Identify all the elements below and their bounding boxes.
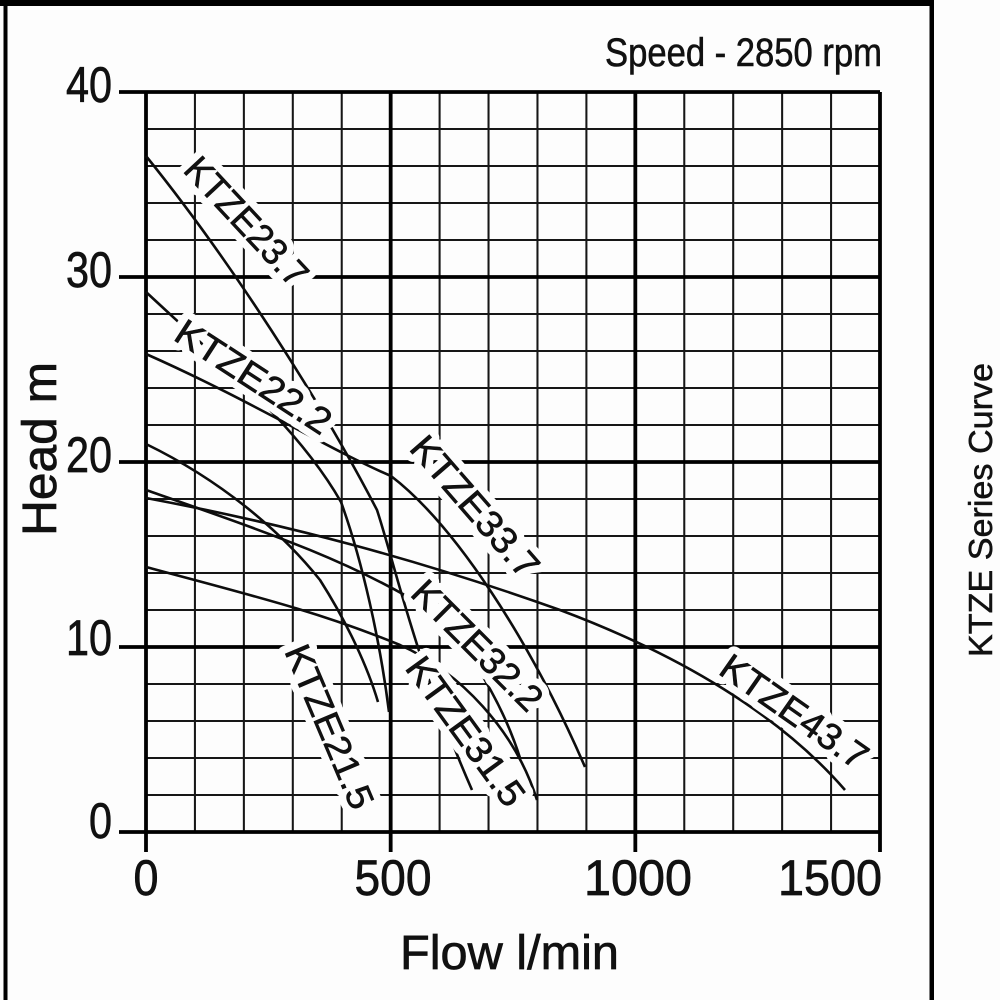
svg-text:500: 500 <box>355 850 432 906</box>
svg-text:Flow l/min: Flow l/min <box>400 927 619 980</box>
svg-text:10: 10 <box>66 610 112 666</box>
svg-text:20: 20 <box>66 427 112 483</box>
svg-text:40: 40 <box>66 57 112 113</box>
svg-text:1500: 1500 <box>778 850 882 906</box>
svg-text:30: 30 <box>66 242 112 298</box>
svg-text:Speed - 2850 rpm: Speed - 2850 rpm <box>605 31 882 75</box>
svg-text:0: 0 <box>89 793 112 849</box>
svg-text:1000: 1000 <box>584 850 692 906</box>
svg-text:KTZE Series Curve: KTZE Series Curve <box>962 363 999 657</box>
svg-text:Head m: Head m <box>14 362 67 536</box>
svg-text:0: 0 <box>134 850 159 906</box>
